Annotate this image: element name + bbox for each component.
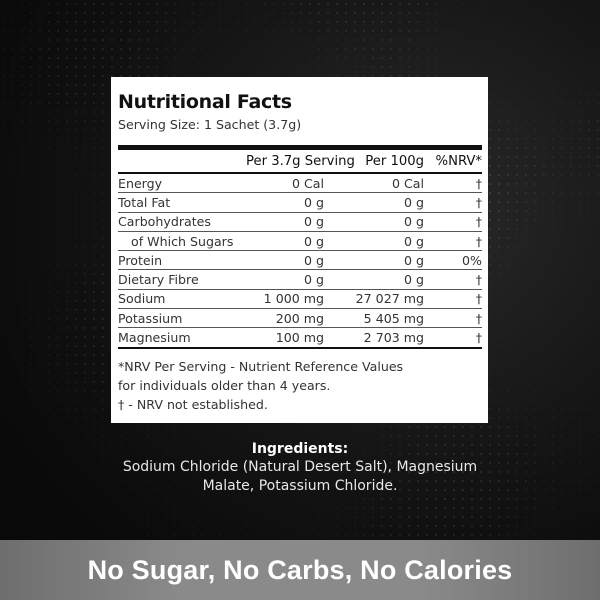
- ingredients-section: Ingredients: Sodium Chloride (Natural De…: [0, 440, 600, 496]
- per-100g-value: 0 g: [324, 192, 424, 213]
- per-100g-value: 27 027 mg: [324, 289, 424, 310]
- per-serving-value: 0 g: [246, 269, 324, 290]
- nrv-value: †: [424, 231, 482, 252]
- nutrient-name: Protein: [118, 250, 246, 271]
- nrv-value: 0%: [424, 250, 482, 271]
- per-serving-value: 0 g: [246, 250, 324, 271]
- per-serving-value: 200 mg: [246, 308, 324, 329]
- nutrient-name: Total Fat: [118, 192, 246, 213]
- ingredients-line: Malate, Potassium Chloride.: [202, 478, 398, 494]
- panel-title: Nutritional Facts: [118, 91, 292, 113]
- per-serving-value: 100 mg: [246, 327, 324, 349]
- per-100g-value: 0 g: [324, 250, 424, 271]
- nrv-value: †: [424, 327, 482, 349]
- ingredients-heading: Ingredients:: [251, 441, 349, 457]
- ingredients-line: Sodium Chloride (Natural Desert Salt), M…: [122, 459, 478, 475]
- table-row: Sodium 1 000 mg 27 027 mg †: [118, 289, 482, 310]
- nrv-value: †: [424, 192, 482, 213]
- per-100g-value: 0 Cal: [324, 173, 424, 194]
- per-serving-value: 0 Cal: [246, 173, 324, 194]
- table-row: Total Fat 0 g 0 g †: [118, 192, 482, 213]
- footnote-line: *NRV Per Serving - Nutrient Reference Va…: [118, 358, 404, 374]
- nutrient-name: Potassium: [118, 308, 246, 329]
- table-row: Protein 0 g 0 g 0%: [118, 250, 482, 271]
- table-row: Dietary Fibre 0 g 0 g †: [118, 269, 482, 290]
- nrv-value: †: [424, 212, 482, 232]
- column-header: [118, 154, 246, 174]
- per-100g-value: 2 703 mg: [324, 327, 424, 349]
- footnotes: *NRV Per Serving - Nutrient Reference Va…: [118, 357, 482, 414]
- bottom-banner: No Sugar, No Carbs, No Calories: [0, 540, 600, 600]
- per-serving-value: 1 000 mg: [246, 289, 324, 310]
- header-divider: [118, 145, 482, 150]
- per-serving-value: 0 g: [246, 192, 324, 213]
- per-100g-value: 0 g: [324, 269, 424, 290]
- nutrition-table: Per 3.7g Serving Per 100g %NRV* Energy 0…: [118, 154, 482, 349]
- nutrient-name: Carbohydrates: [118, 212, 246, 232]
- nutrient-name: Magnesium: [118, 327, 246, 349]
- per-100g-value: 5 405 mg: [324, 308, 424, 329]
- nutrient-name: of Which Sugars: [118, 231, 246, 252]
- per-100g-value: 0 g: [324, 231, 424, 252]
- table-row: Magnesium 100 mg 2 703 mg †: [118, 327, 482, 349]
- nutrient-name: Dietary Fibre: [118, 269, 246, 290]
- per-serving-value: 0 g: [246, 212, 324, 232]
- serving-size: Serving Size: 1 Sachet (3.7g): [118, 117, 302, 132]
- nutrient-name: Sodium: [118, 289, 246, 310]
- column-header: Per 3.7g Serving: [246, 154, 355, 174]
- column-header: %NRV*: [424, 154, 482, 174]
- banner-text: No Sugar, No Carbs, No Calories: [87, 554, 513, 585]
- nrv-value: †: [424, 269, 482, 290]
- nrv-value: †: [424, 289, 482, 310]
- nutrition-facts-panel: Nutritional Facts Serving Size: 1 Sachet…: [111, 77, 488, 423]
- per-100g-value: 0 g: [324, 212, 424, 232]
- nrv-value: †: [424, 173, 482, 194]
- nutrient-name: Energy: [118, 173, 246, 194]
- table-row: Energy 0 Cal 0 Cal †: [118, 173, 482, 194]
- table-header-row: Per 3.7g Serving Per 100g %NRV*: [118, 154, 482, 174]
- column-header: Per 100g: [324, 154, 424, 174]
- per-serving-value: 0 g: [246, 231, 324, 252]
- footnote-line: † - NRV not established.: [118, 396, 268, 412]
- table-row: Carbohydrates 0 g 0 g †: [118, 212, 482, 232]
- table-row: of Which Sugars 0 g 0 g †: [118, 231, 482, 252]
- table-row: Potassium 200 mg 5 405 mg †: [118, 308, 482, 329]
- footnote-line: for individuals older than 4 years.: [118, 377, 331, 393]
- nrv-value: †: [424, 308, 482, 329]
